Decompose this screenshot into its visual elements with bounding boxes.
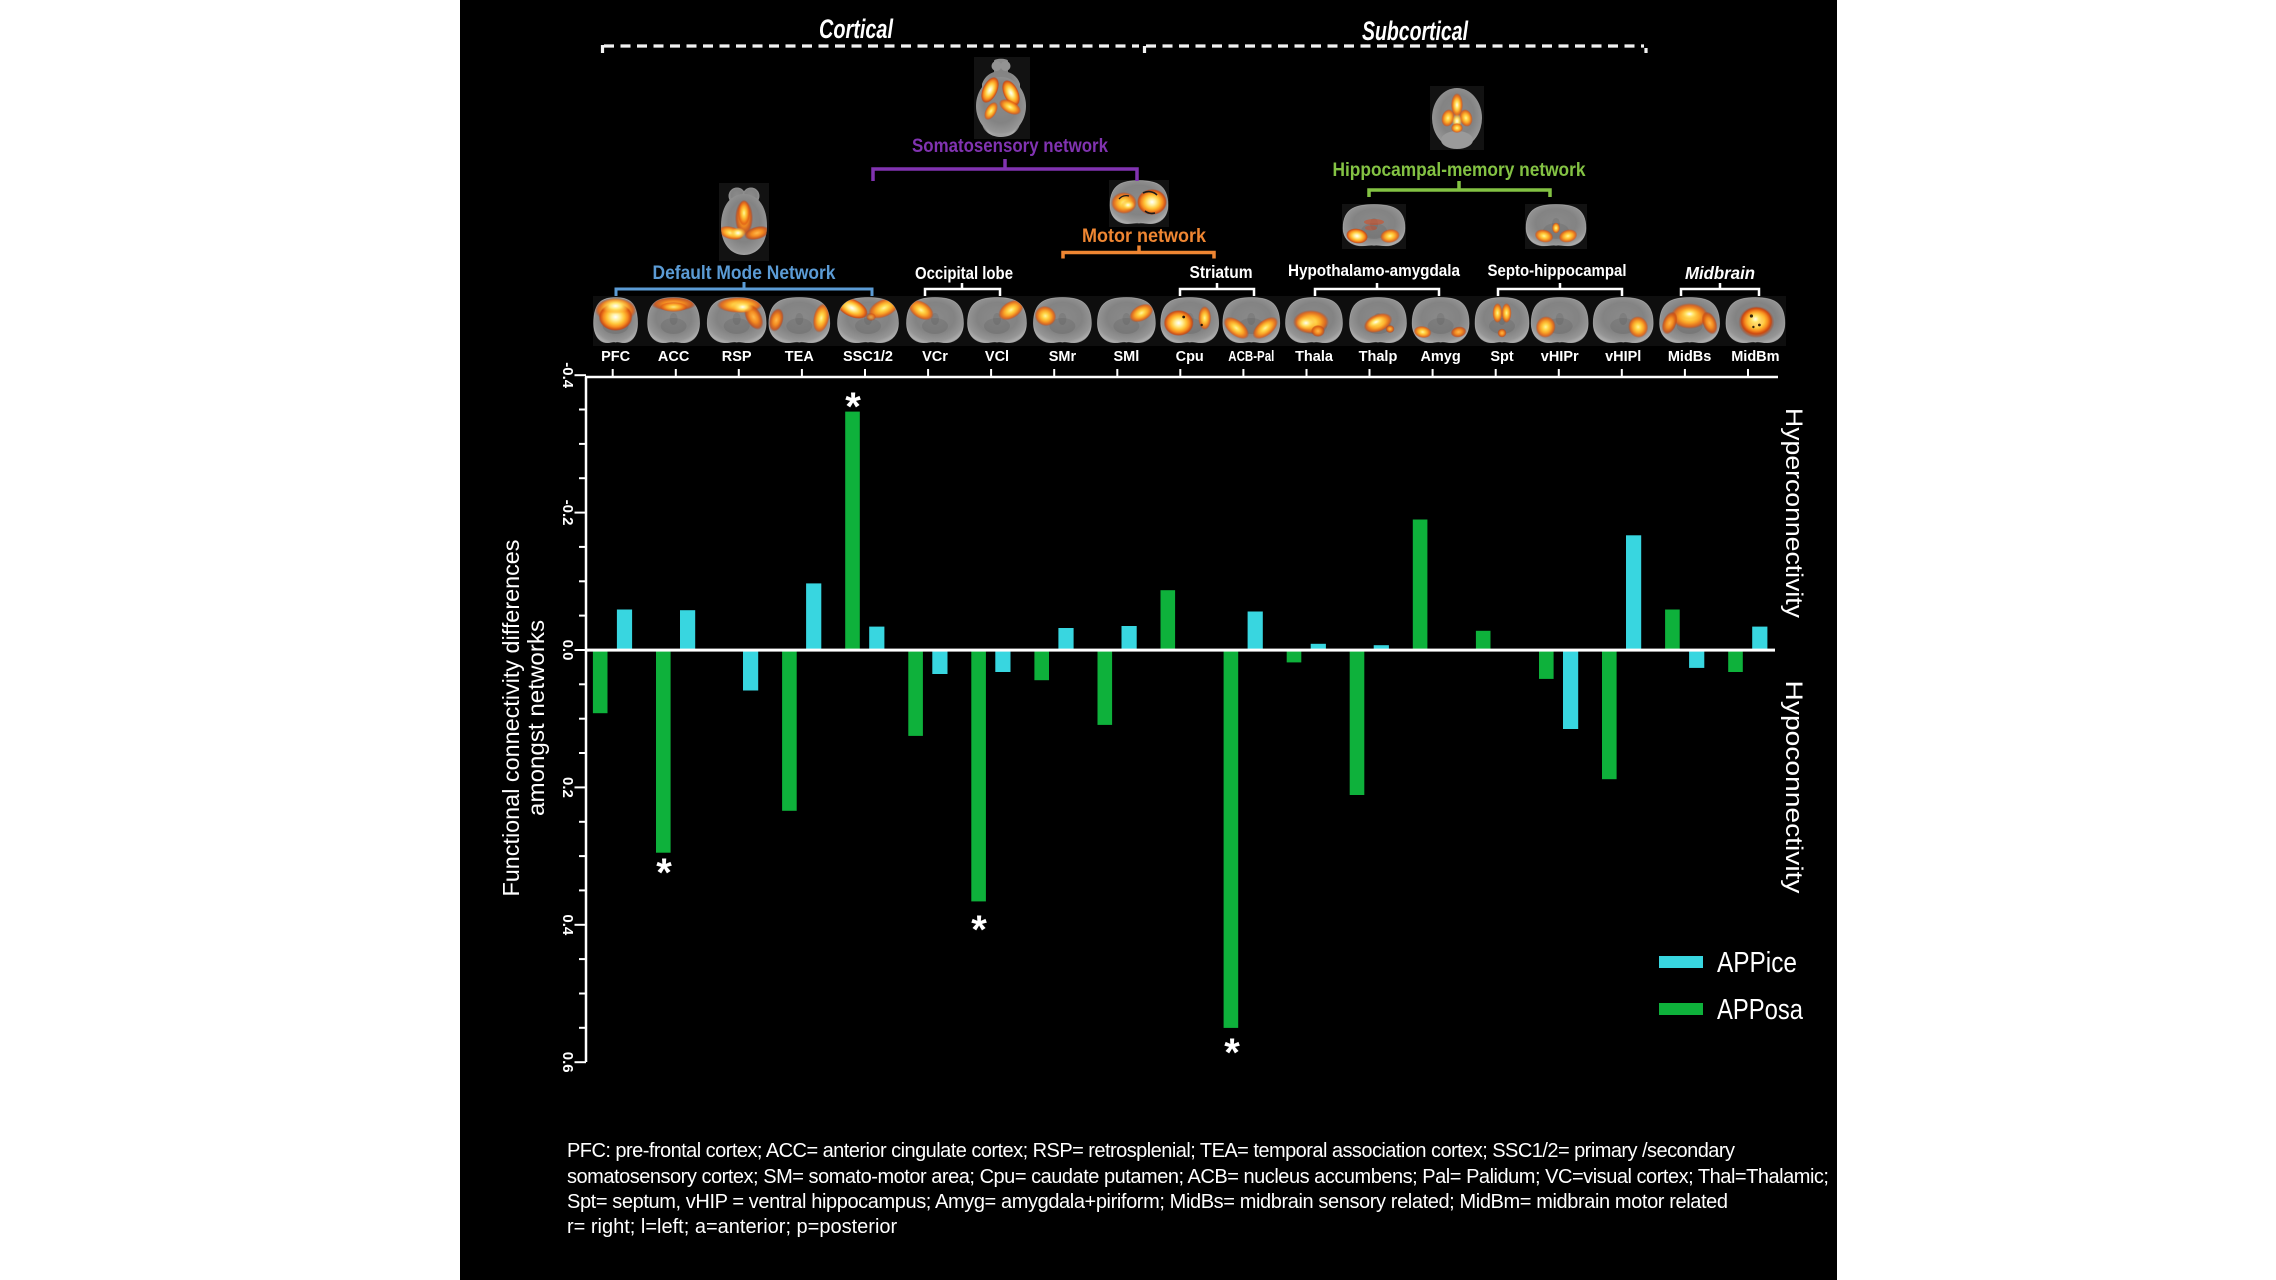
- svg-text:amongst networks: amongst networks: [523, 620, 549, 816]
- svg-text:TEA: TEA: [785, 349, 815, 365]
- svg-text:Cpu: Cpu: [1176, 349, 1204, 365]
- svg-text:Amyg: Amyg: [1420, 349, 1460, 365]
- svg-text:0.6: 0.6: [559, 1052, 576, 1073]
- svg-text:0.4: 0.4: [559, 914, 576, 936]
- svg-text:Septo-hippocampal: Septo-hippocampal: [1488, 262, 1627, 280]
- svg-text:PFC: pre-frontal cortex; ACC=: PFC: pre-frontal cortex; ACC= anterior c…: [567, 1140, 1735, 1162]
- svg-text:-0.4: -0.4: [559, 362, 576, 389]
- svg-text:*: *: [1224, 1031, 1240, 1075]
- svg-text:Spt= septum, vHIP = ventral hi: Spt= septum, vHIP = ventral hippocampus;…: [567, 1191, 1728, 1213]
- svg-text:PFC: PFC: [601, 349, 631, 365]
- svg-text:ACB-Pal: ACB-Pal: [1228, 349, 1274, 365]
- svg-text:*: *: [656, 851, 672, 895]
- svg-text:MidBm: MidBm: [1731, 349, 1779, 365]
- svg-text:Motor network: Motor network: [1082, 226, 1206, 247]
- svg-text:Striatum: Striatum: [1190, 262, 1253, 282]
- svg-text:Default Mode Network: Default Mode Network: [653, 263, 836, 284]
- svg-text:Cortical: Cortical: [819, 14, 893, 44]
- svg-text:Occipital lobe: Occipital lobe: [915, 263, 1013, 283]
- svg-text:SMr: SMr: [1049, 349, 1077, 365]
- svg-text:vHIPr: vHIPr: [1541, 349, 1579, 365]
- svg-text:VCr: VCr: [922, 349, 948, 365]
- svg-text:APPosa: APPosa: [1717, 994, 1804, 1026]
- svg-text:Functional connectivity differ: Functional connectivity differences: [498, 540, 524, 897]
- svg-text:-0.2: -0.2: [559, 500, 576, 526]
- svg-text:Thalp: Thalp: [1359, 349, 1398, 365]
- svg-text:0.2: 0.2: [559, 777, 576, 798]
- svg-text:r= right; l=left; a=anterior;: r= right; l=left; a=anterior; p=posterio…: [567, 1216, 898, 1238]
- svg-text:vHIPl: vHIPl: [1605, 349, 1641, 365]
- svg-text:SMl: SMl: [1114, 349, 1140, 365]
- svg-text:Hyperconnectivity: Hyperconnectivity: [1780, 408, 1807, 618]
- svg-text:SSC1/2: SSC1/2: [843, 349, 893, 365]
- svg-text:MidBs: MidBs: [1668, 349, 1712, 365]
- svg-text:*: *: [971, 908, 987, 952]
- svg-text:APPice: APPice: [1717, 947, 1797, 979]
- svg-text:ACC: ACC: [658, 349, 690, 365]
- svg-text:Midbrain: Midbrain: [1685, 263, 1755, 283]
- svg-text:Subcortical: Subcortical: [1362, 16, 1468, 46]
- svg-text:Hypothalamo-amygdala: Hypothalamo-amygdala: [1288, 262, 1461, 280]
- svg-text:somatosensory cortex; SM= soma: somatosensory cortex; SM= somato-motor a…: [567, 1166, 1829, 1188]
- svg-text:Thala: Thala: [1295, 349, 1334, 365]
- svg-text:0.0: 0.0: [559, 640, 576, 661]
- svg-text:*: *: [845, 385, 861, 429]
- svg-text:Somatosensory network: Somatosensory network: [912, 136, 1108, 157]
- svg-text:Spt: Spt: [1490, 349, 1514, 365]
- svg-text:VCl: VCl: [985, 349, 1009, 365]
- svg-text:Hypoconnectivity: Hypoconnectivity: [1780, 681, 1807, 894]
- svg-text:Hippocampal-memory network: Hippocampal-memory network: [1333, 160, 1586, 181]
- svg-text:RSP: RSP: [722, 349, 752, 365]
